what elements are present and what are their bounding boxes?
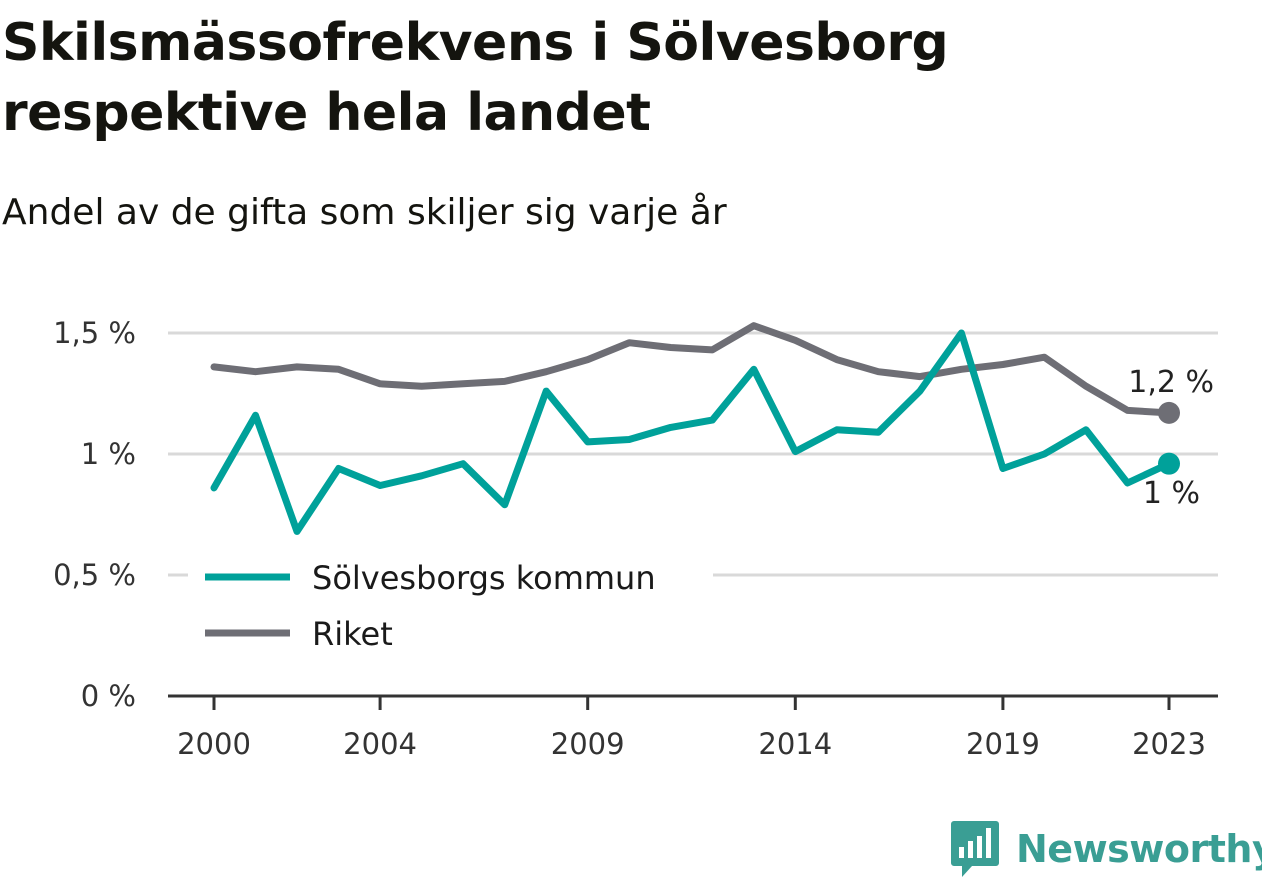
- x-tick-label: 2023: [1132, 727, 1206, 761]
- x-tick-label: 2000: [177, 727, 251, 761]
- x-tick-label: 2009: [551, 727, 625, 761]
- end-label-riket: 1,2 %: [1128, 365, 1214, 400]
- chart-title: Skilsmässofrekvens i Sölvesborg respekti…: [2, 13, 949, 143]
- legend: Sölvesborgs kommun Riket: [188, 545, 713, 665]
- x-tick-label: 2004: [343, 727, 417, 761]
- series-line-solvesborg: [210, 329, 1173, 535]
- chart-subtitle: Andel av de gifta som skiljer sig varje …: [2, 192, 727, 233]
- y-axis-ticks: 0 % 0,5 % 1 % 1,5 %: [53, 316, 136, 713]
- legend-label-riket: Riket: [312, 615, 393, 653]
- y-tick-label: 0 %: [81, 679, 136, 713]
- x-tick-label: 2019: [966, 727, 1040, 761]
- y-tick-label: 0,5 %: [53, 558, 136, 592]
- brand: Newsworthy: [950, 818, 1262, 880]
- newsworthy-logo-icon: [951, 821, 999, 877]
- y-tick-label: 1 %: [81, 437, 136, 471]
- series-line-riket: [210, 322, 1173, 417]
- x-tick-label: 2014: [758, 727, 832, 761]
- x-axis: 2000 2004 2009 2014 2019 2023: [168, 694, 1218, 761]
- series-lines: [210, 322, 1180, 535]
- end-point-riket: [1158, 401, 1180, 424]
- end-label-solvesborg: 1 %: [1143, 476, 1200, 511]
- end-point-solvesborg: [1158, 452, 1180, 475]
- brand-name: Newsworthy: [1016, 827, 1262, 871]
- legend-label-solvesborg: Sölvesborgs kommun: [312, 559, 656, 597]
- legend-background: [188, 545, 713, 665]
- y-tick-label: 1,5 %: [53, 316, 136, 350]
